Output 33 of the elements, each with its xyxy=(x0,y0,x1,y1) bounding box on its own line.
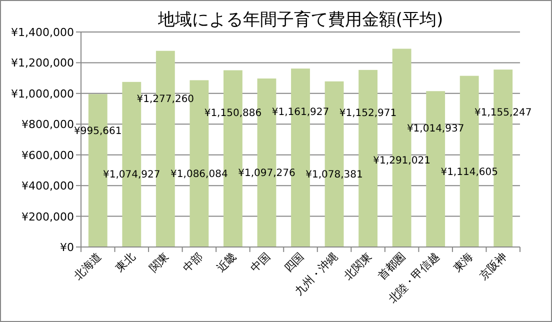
x-tick-label: 京阪神 xyxy=(476,250,510,282)
x-tick-label: 四国 xyxy=(282,250,307,275)
x-tick-label: 東海 xyxy=(450,250,476,275)
data-label: ¥1,155,247 xyxy=(474,108,532,119)
x-tick-label: 近畿 xyxy=(214,250,240,275)
data-label: ¥1,097,276 xyxy=(238,168,296,180)
x-tick-label: 北関東 xyxy=(342,250,374,282)
data-label: ¥1,086,084 xyxy=(170,168,228,180)
data-label: ¥1,291,021 xyxy=(373,156,430,167)
y-tick-label: ¥800,000 xyxy=(22,118,74,132)
x-tick-label: 関東 xyxy=(146,250,172,275)
data-label: ¥1,014,937 xyxy=(406,124,464,135)
y-tick-label: ¥200,000 xyxy=(22,210,74,224)
data-label: ¥1,114,605 xyxy=(440,167,498,178)
y-tick-label: ¥400,000 xyxy=(22,180,74,193)
data-label: ¥1,161,927 xyxy=(272,106,330,118)
x-tick-label: 中国 xyxy=(248,250,273,275)
data-label: ¥995,661 xyxy=(74,126,122,137)
data-label: ¥1,152,971 xyxy=(339,108,397,119)
data-label: ¥1,074,927 xyxy=(103,170,160,181)
x-tick-label: 首都圏 xyxy=(375,250,408,282)
y-tick-label: ¥1,000,000 xyxy=(11,87,74,100)
y-tick-label: ¥1,400,000 xyxy=(11,26,74,39)
data-label: ¥1,150,886 xyxy=(204,108,262,120)
x-tick-label: 東北 xyxy=(113,250,138,275)
y-tick-label: ¥600,000 xyxy=(22,148,74,162)
data-label: ¥1,078,381 xyxy=(306,169,363,180)
chart-title: 地域による年間子育て費用金額(平均) xyxy=(156,10,444,30)
data-label: ¥1,277,260 xyxy=(136,94,194,105)
x-tick-label: 中部 xyxy=(180,250,206,275)
y-tick-label: ¥0 xyxy=(60,241,74,254)
x-tick-label: 北海道 xyxy=(71,250,104,282)
y-tick-label: ¥1,200,000 xyxy=(11,56,74,70)
